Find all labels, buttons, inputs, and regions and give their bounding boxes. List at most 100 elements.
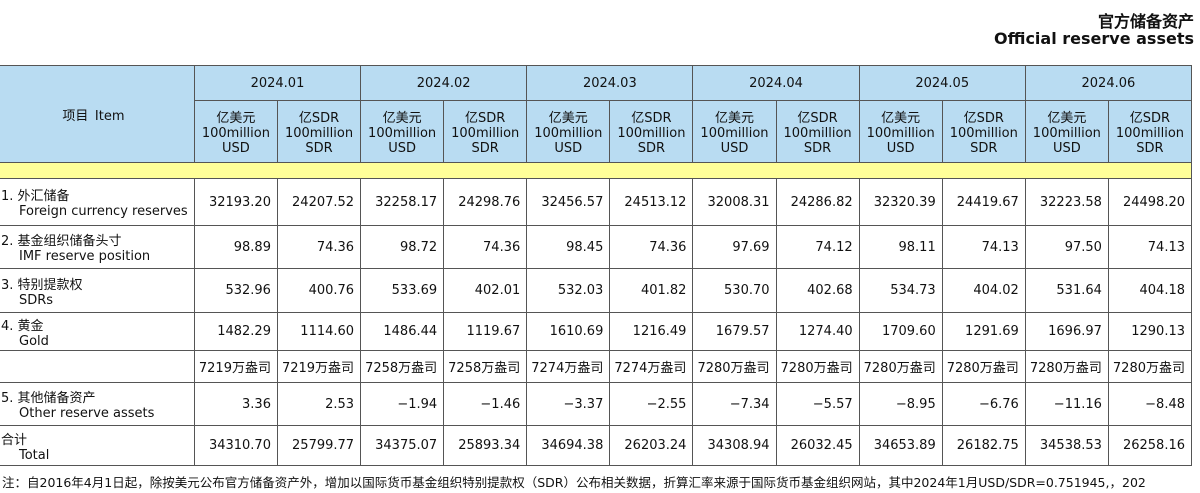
- cell: 1709.60: [858, 312, 943, 351]
- label-en: SDRs: [19, 292, 54, 308]
- cell: −11.16: [1024, 382, 1109, 426]
- label-cn: 4. 黄金: [1, 318, 44, 334]
- unit-text: USD: [720, 141, 749, 156]
- cell: 34538.53: [1024, 425, 1109, 466]
- cell: 2.53: [276, 382, 362, 426]
- unit-header: 亿SDR 100million SDR: [276, 100, 362, 163]
- cell: 34375.07: [360, 425, 445, 466]
- label-cn: 合计: [1, 432, 28, 448]
- unit-text: 亿美元: [1047, 111, 1087, 126]
- cell: 1216.49: [609, 312, 694, 351]
- row-label: 2. 基金组织储备头寸 IMF reserve position: [0, 225, 195, 269]
- unit-text: 100million: [949, 126, 1018, 141]
- unit-text: 亿SDR: [631, 111, 672, 126]
- reserve-table: 项目 Item 2024.01 2024.02 2024.03 2024.04 2024.…: [0, 65, 1193, 466]
- cell: 24286.82: [775, 178, 860, 226]
- label-cn: 2. 基金组织储备头寸: [1, 234, 122, 249]
- cell: 74.36: [276, 225, 362, 269]
- item-cn: 项目: [62, 108, 89, 124]
- unit-text: USD: [222, 141, 250, 156]
- unit-text: 100million: [1032, 126, 1101, 141]
- cell: 24498.20: [1107, 178, 1193, 226]
- cell: −1.46: [443, 382, 528, 426]
- unit-text: USD: [554, 141, 583, 156]
- unit-header: 亿美元 100million USD: [526, 100, 611, 163]
- cell: 7280万盎司: [941, 350, 1026, 383]
- cell: 98.72: [360, 225, 445, 269]
- cell: 402.01: [443, 268, 528, 313]
- unit-text: 100million: [368, 126, 437, 141]
- cell: 74.36: [443, 225, 528, 269]
- unit-text: USD: [1052, 141, 1081, 156]
- cell: 1290.13: [1107, 312, 1193, 351]
- unit-text: 100million: [783, 126, 852, 141]
- item-en: Item: [94, 108, 125, 124]
- cell: 1291.69: [941, 312, 1026, 351]
- cell: 1274.40: [775, 312, 860, 351]
- cell: 25893.34: [443, 425, 528, 466]
- month-header: 2024.06: [1024, 65, 1193, 101]
- unit-text: 100million: [451, 126, 520, 141]
- cell: 74.12: [775, 225, 860, 269]
- data-row: 1. 外汇储备 Foreign currency reserves 32193.20…: [0, 178, 1193, 226]
- cell: 32320.39: [858, 178, 943, 226]
- band-row: [0, 162, 1192, 179]
- cell: 74.36: [609, 225, 694, 269]
- data-row: 4. 黄金 Gold 1482.29 1114.60 1486.44 1119.67 161…: [0, 312, 1193, 351]
- unit-text: SDR: [970, 141, 998, 156]
- cell: −8.95: [858, 382, 943, 426]
- cell: 24298.76: [443, 178, 528, 226]
- cell: 532.03: [526, 268, 611, 313]
- cell: 26032.45: [775, 425, 860, 466]
- cell: 1486.44: [360, 312, 445, 351]
- data-row: 合计 Total 34310.70 25799.77 34375.07 25893.34 3…: [0, 425, 1193, 466]
- unit-text: 亿SDR: [963, 111, 1004, 126]
- cell: 530.70: [692, 268, 777, 313]
- cell: 533.69: [360, 268, 445, 313]
- cell: 26182.75: [941, 425, 1026, 466]
- unit-text: SDR: [471, 141, 499, 156]
- row-label: 4. 黄金 Gold: [0, 312, 195, 351]
- cell: 7280万盎司: [1107, 350, 1193, 383]
- unit-text: 100million: [284, 126, 354, 141]
- row-label: 合计 Total: [0, 425, 195, 466]
- month-header: 2024.04: [692, 65, 860, 101]
- row-label: 1. 外汇储备 Foreign currency reserves: [0, 178, 195, 226]
- unit-header: 亿SDR 100million SDR: [443, 100, 528, 163]
- month-header: 2024.03: [526, 65, 694, 101]
- unit-text: 亿美元: [382, 111, 422, 126]
- cell: −7.34: [692, 382, 777, 426]
- cell: 534.73: [858, 268, 943, 313]
- cell: 34310.70: [193, 425, 278, 466]
- unit-text: SDR: [305, 141, 333, 156]
- cell: 532.96: [193, 268, 278, 313]
- label-en: Gold: [19, 333, 49, 349]
- cell: 7280万盎司: [775, 350, 860, 383]
- cell: 24513.12: [609, 178, 694, 226]
- unit-header: 亿美元 100million USD: [1024, 100, 1109, 163]
- cell: 3.36: [193, 382, 278, 426]
- unit-text: 100million: [1115, 126, 1185, 141]
- data-row: 5. 其他储备资产 Other reserve assets 3.36 2.53 −1.…: [0, 382, 1193, 426]
- cell: 74.13: [1107, 225, 1193, 269]
- row-label: [0, 350, 195, 383]
- cell: 98.11: [858, 225, 943, 269]
- month-header: 2024.05: [858, 65, 1026, 101]
- cell: 24207.52: [276, 178, 362, 226]
- label-en: Foreign currency reserves: [19, 204, 188, 219]
- label-cn: 3. 特别提款权: [1, 277, 83, 293]
- cell: 1114.60: [276, 312, 362, 351]
- cell: 1119.67: [443, 312, 528, 351]
- cell: 26258.16: [1107, 425, 1193, 466]
- cell: 34694.38: [526, 425, 611, 466]
- unit-text: 亿SDR: [465, 111, 506, 126]
- unit-header: 亿美元 100million USD: [360, 100, 445, 163]
- band: [0, 162, 1192, 179]
- cell: 1696.97: [1024, 312, 1109, 351]
- row-label: 3. 特别提款权 SDRs: [0, 268, 195, 313]
- cell: 7280万盎司: [1024, 350, 1109, 383]
- unit-text: 100million: [866, 126, 935, 141]
- cell: 404.02: [941, 268, 1026, 313]
- cell: 1482.29: [193, 312, 278, 351]
- cell: −1.94: [360, 382, 445, 426]
